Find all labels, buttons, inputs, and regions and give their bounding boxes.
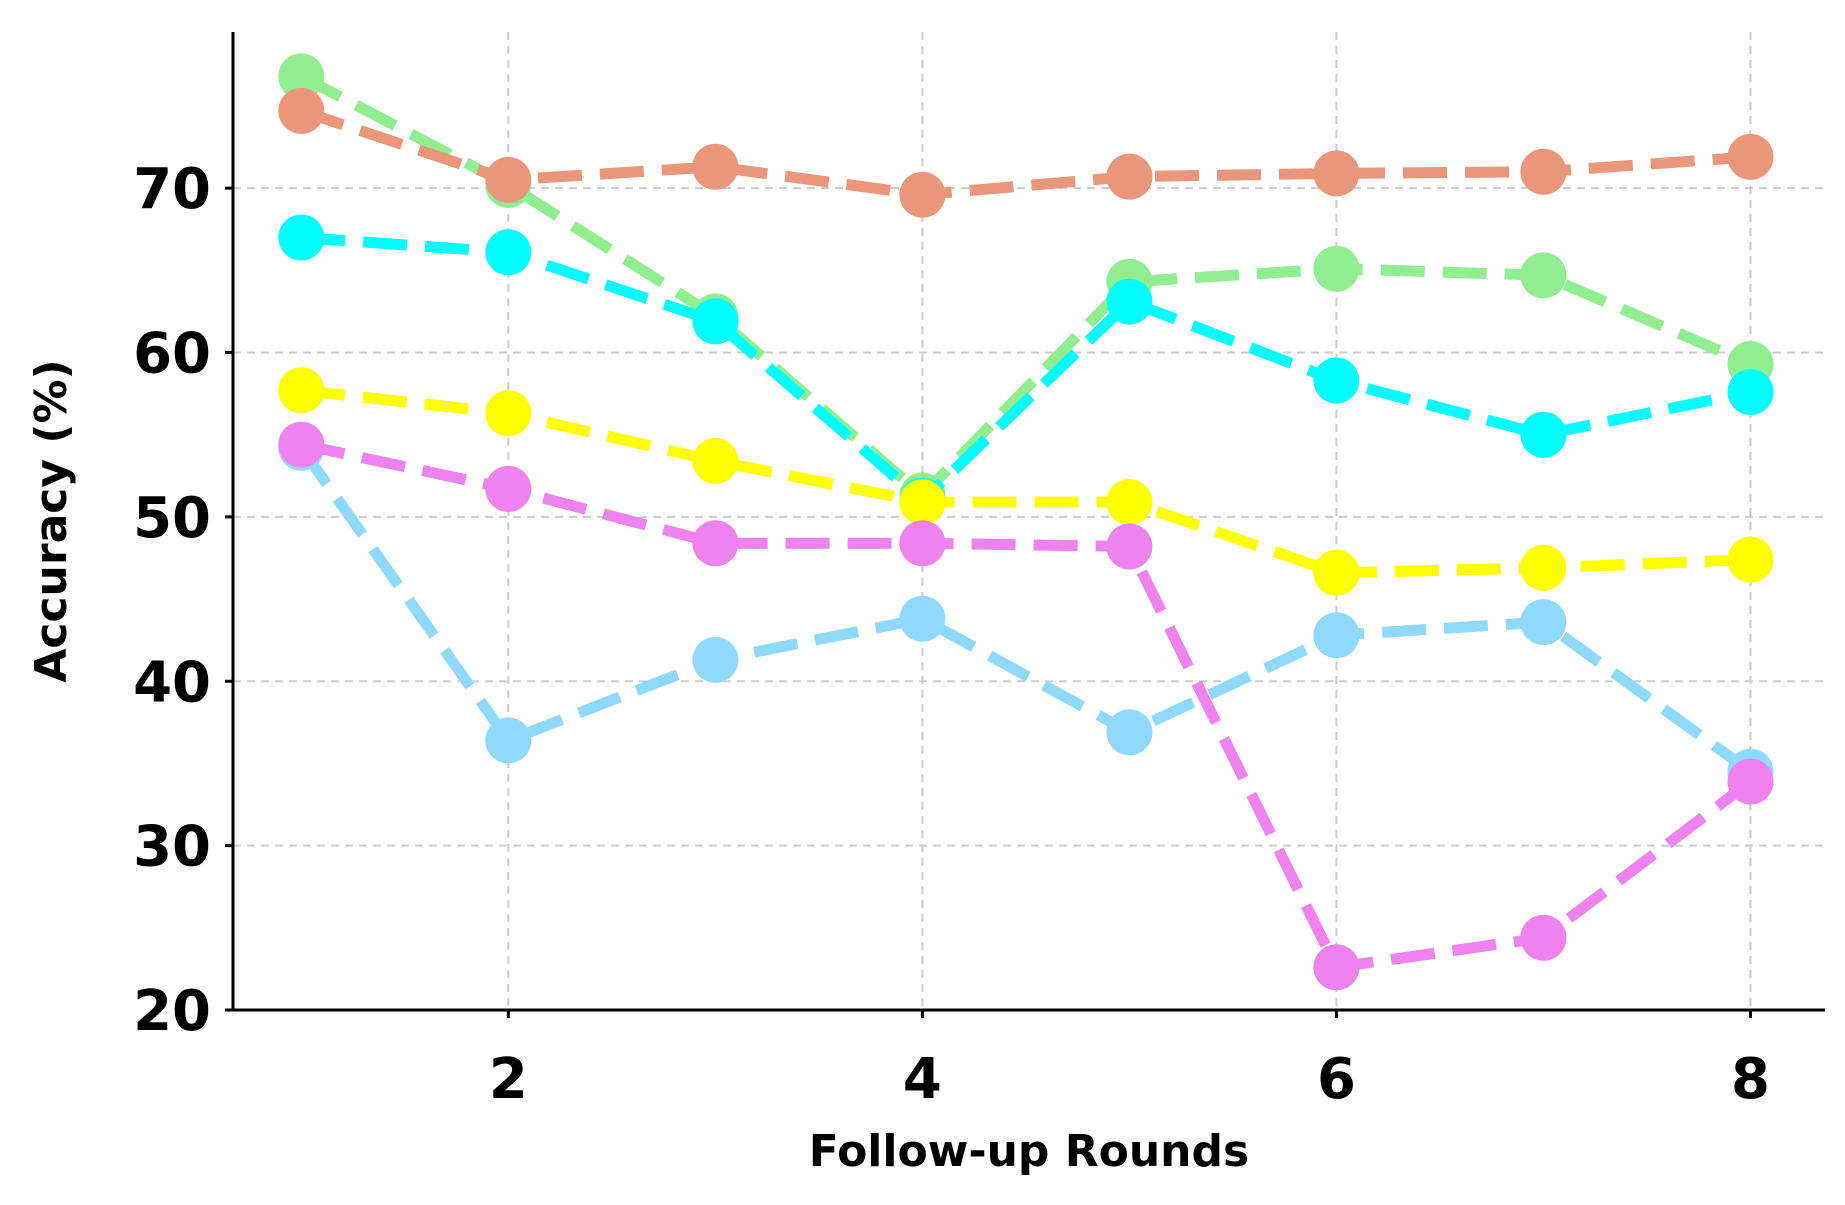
data-point-marker — [1313, 612, 1360, 659]
data-point-marker — [1520, 599, 1567, 646]
data-point-marker — [278, 214, 325, 261]
data-point-marker — [1106, 153, 1153, 200]
series-line — [300, 439, 1754, 973]
data-point-marker — [1106, 278, 1153, 325]
data-point-marker — [692, 143, 739, 190]
data-point-marker — [692, 636, 739, 683]
data-point-marker — [1727, 536, 1774, 583]
series-line — [299, 105, 1751, 201]
y-tick-label: 20 — [133, 979, 211, 1044]
data-point-marker — [1313, 150, 1360, 197]
x-tick-label: 4 — [903, 1047, 942, 1112]
data-point-marker — [1520, 411, 1567, 458]
tick-labels: 2 4 6 8 20 30 40 50 60 70 — [133, 157, 1770, 1112]
data-point-marker — [278, 87, 325, 134]
data-point-marker — [1727, 369, 1774, 415]
x-tick-label: 6 — [1317, 1047, 1356, 1112]
data-point-marker — [1727, 133, 1774, 180]
data-point-marker — [485, 156, 532, 203]
series-4 — [278, 367, 1774, 596]
series — [278, 53, 1774, 991]
x-tick-label: 2 — [489, 1047, 528, 1112]
data-point-marker — [1520, 544, 1567, 591]
data-point-marker — [1106, 709, 1153, 756]
data-point-marker — [692, 298, 739, 345]
grid — [233, 32, 1825, 1010]
data-point-marker — [485, 390, 532, 437]
data-point-marker — [1520, 148, 1567, 195]
y-tick-label: 70 — [133, 157, 211, 222]
series-line — [298, 71, 1753, 501]
data-point-marker — [278, 53, 325, 100]
series-line — [296, 444, 1754, 777]
data-point-marker — [485, 717, 532, 764]
data-point-marker — [1313, 245, 1360, 292]
series-5 — [278, 421, 1774, 991]
data-point-marker — [692, 520, 739, 567]
y-tick-label: 30 — [133, 815, 211, 880]
data-point-marker — [278, 367, 325, 414]
data-point-marker — [899, 171, 946, 218]
series-line — [300, 232, 1752, 506]
y-tick-label: 50 — [133, 486, 211, 551]
x-tick-label: 8 — [1731, 1047, 1770, 1112]
series-6 — [278, 87, 1774, 218]
data-point-marker — [899, 479, 946, 526]
data-point-marker — [1106, 479, 1153, 526]
data-point-marker — [692, 438, 739, 484]
data-point-marker — [1106, 523, 1153, 570]
y-tick-label: 60 — [133, 322, 211, 387]
data-point-marker — [1313, 357, 1360, 404]
x-axis-title: Follow-up Rounds — [809, 1126, 1249, 1177]
data-point-marker — [899, 595, 946, 642]
data-point-marker — [485, 465, 532, 512]
data-point-marker — [1727, 758, 1774, 805]
y-tick-label: 40 — [133, 650, 211, 715]
data-point-marker — [1313, 944, 1360, 991]
data-point-marker — [1313, 549, 1360, 596]
data-point-marker — [899, 520, 946, 567]
axes — [231, 32, 1825, 1012]
y-axis-title: Accuracy (%) — [26, 359, 77, 682]
data-point-marker — [1520, 914, 1567, 961]
data-point-marker — [278, 421, 325, 468]
data-point-marker — [1520, 252, 1567, 299]
data-point-marker — [485, 229, 532, 276]
